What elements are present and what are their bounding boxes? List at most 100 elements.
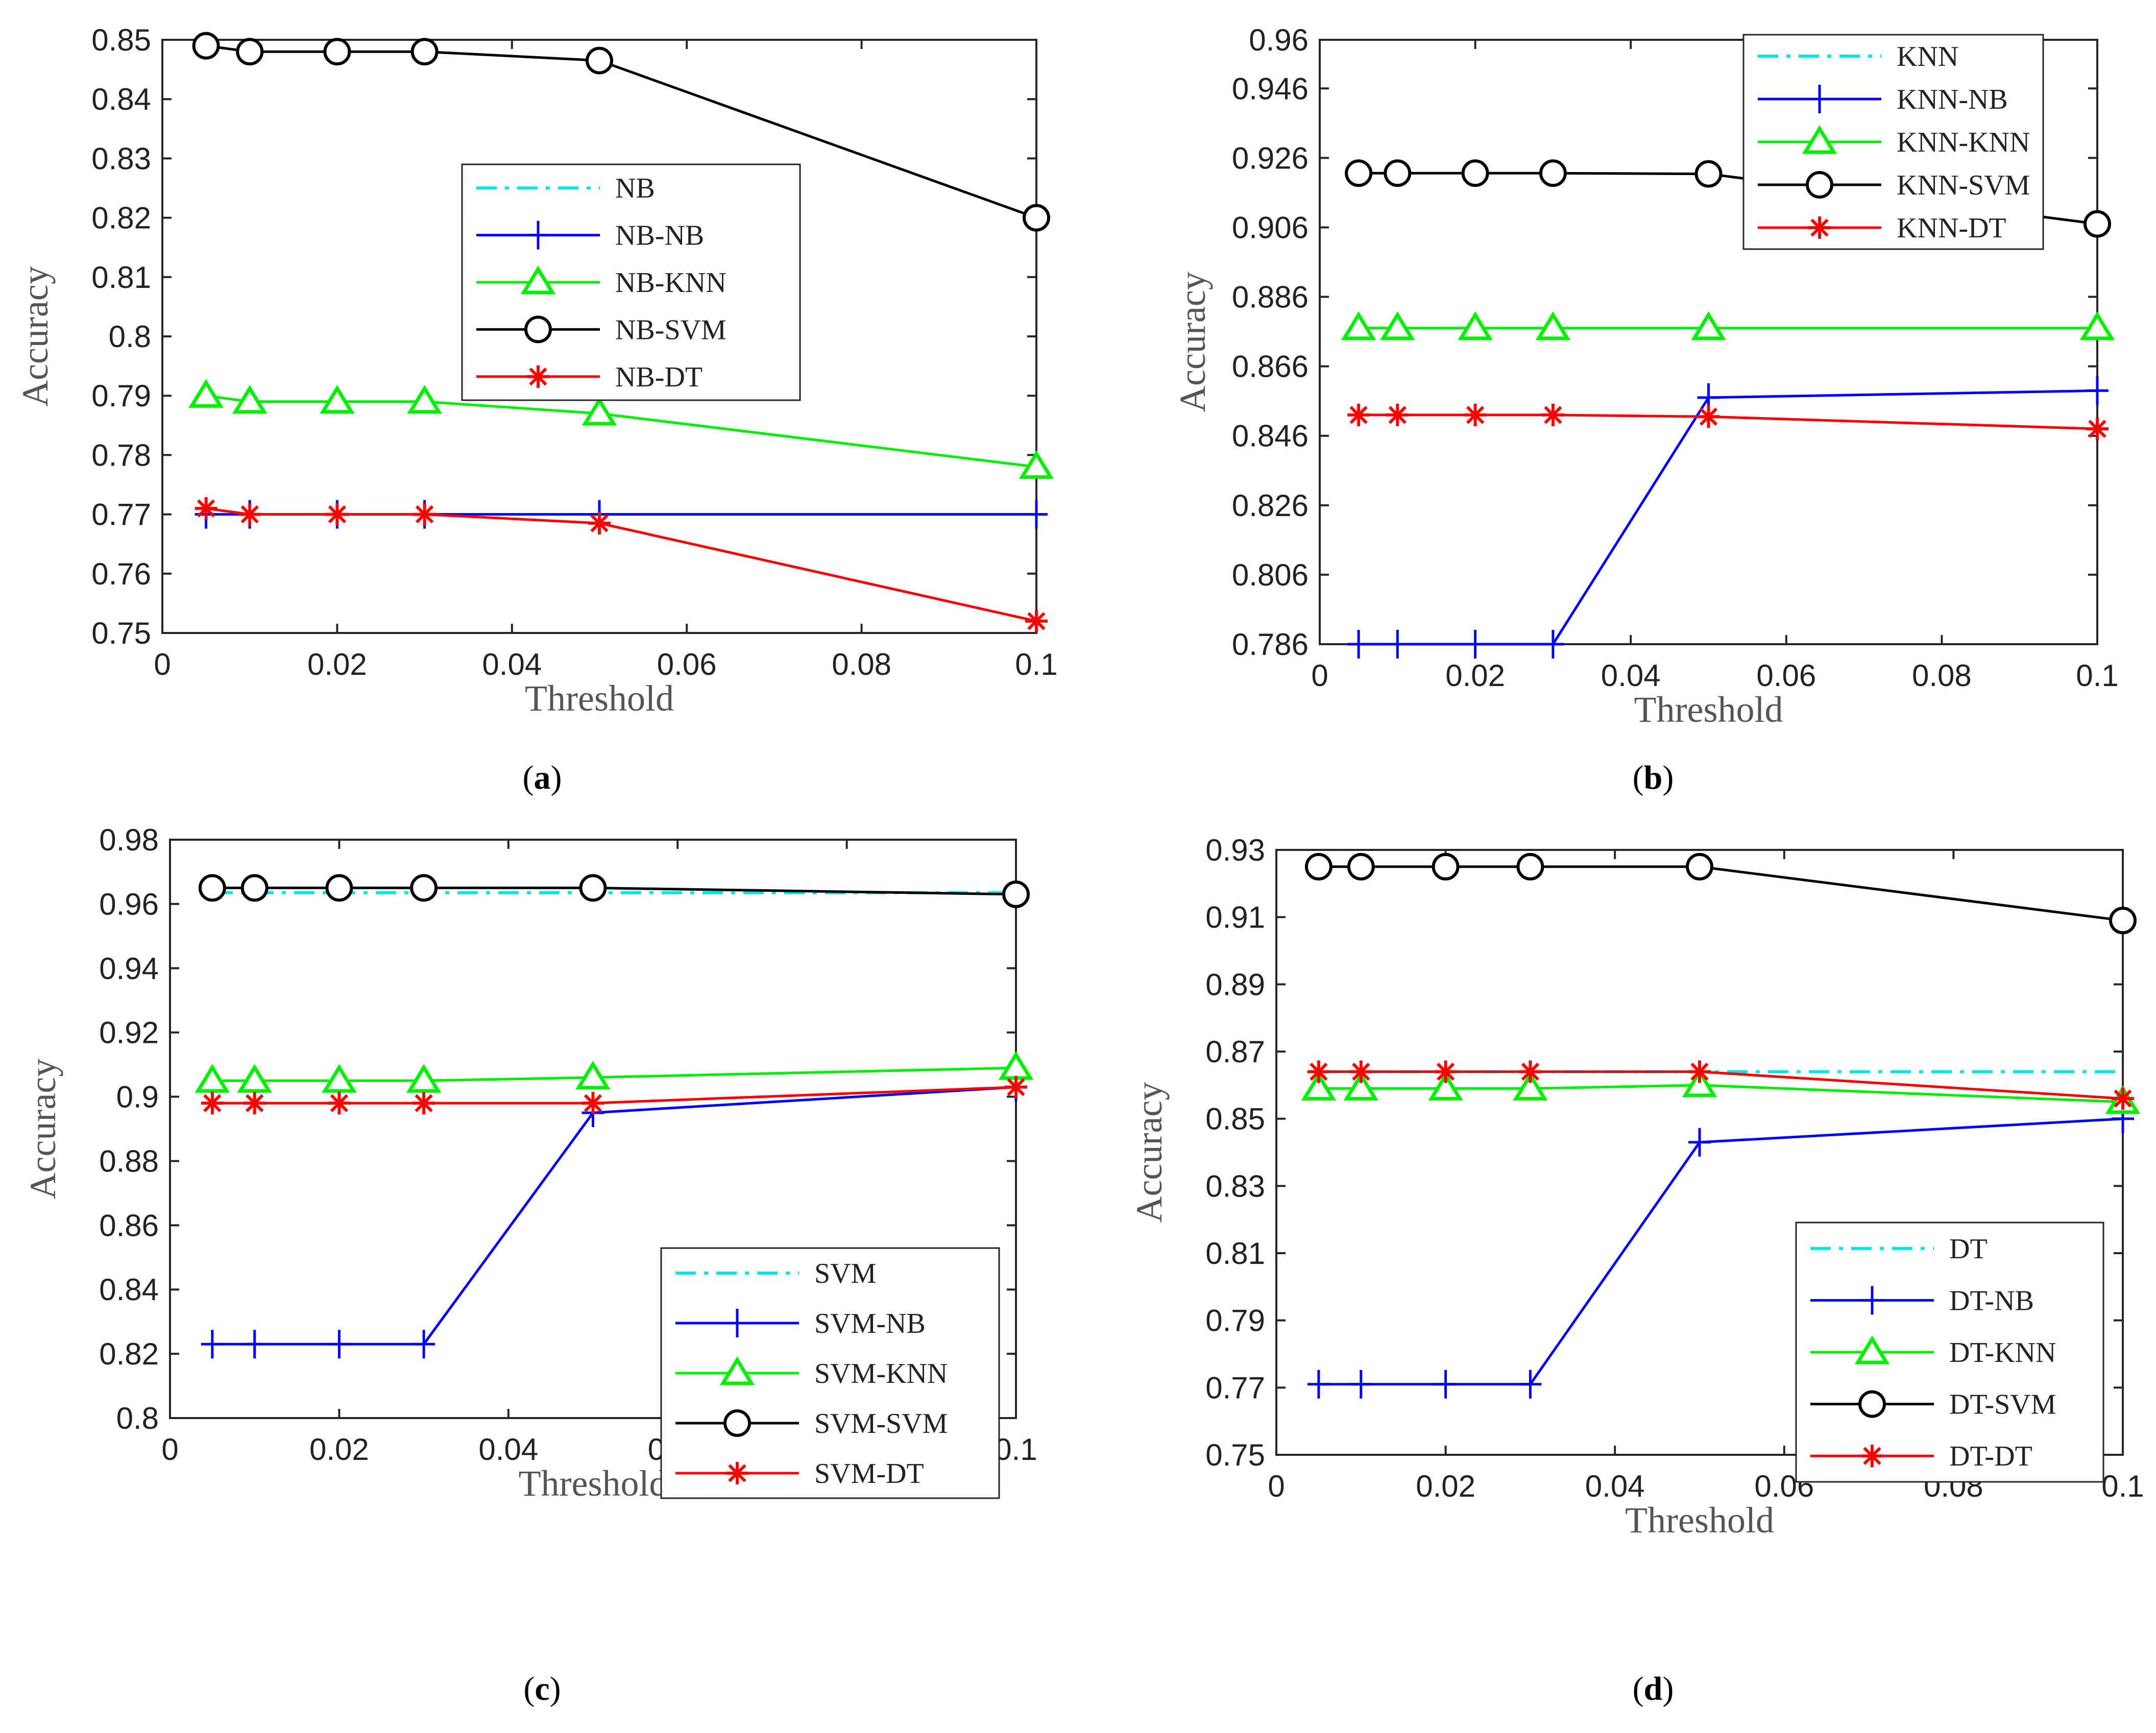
series-NB-DT: [195, 497, 1048, 632]
caption-paren: ): [1662, 1670, 1674, 1707]
y-tick-label: 0.98: [99, 823, 159, 857]
legend-marker-KNN-NB: [1808, 85, 1831, 113]
y-axis-label: Accuracy: [15, 266, 56, 407]
point-DT-SVM: [1432, 852, 1460, 881]
point-DT-SVM: [1516, 852, 1544, 881]
caption-paren: (: [523, 759, 534, 796]
point-SVM-SVM: [198, 874, 226, 902]
series-NB-KNN: [188, 379, 1054, 479]
y-tick-label: 0.866: [1232, 350, 1309, 384]
legend-label-DT-SVM: DT-SVM: [1949, 1389, 2056, 1421]
caption-letter: a: [534, 759, 551, 796]
axes-box: [1319, 39, 2098, 645]
y-tick-label: 0.85: [1205, 1102, 1265, 1136]
y-tick-label: 0.786: [1232, 627, 1309, 662]
legend-marker-KNN-DT: [1808, 216, 1831, 239]
caption-paren: (: [523, 1670, 535, 1707]
point-KNN-DT: [1386, 403, 1409, 426]
point-DT-KNN: [1428, 1071, 1463, 1101]
point-KNN-DT: [1541, 403, 1564, 426]
legend: SVM SVM-NB SVM-KNN SVM-SVM SVM-DT: [660, 1247, 1000, 1499]
y-tick-label: 0.806: [1232, 558, 1309, 592]
y-tick-label: 0.77: [1205, 1371, 1265, 1405]
point-DT-DT: [1519, 1060, 1542, 1083]
point-NB-KNN: [320, 385, 355, 414]
legend-marker-SVM-DT: [726, 1462, 748, 1484]
y-tick-label: 0.79: [91, 379, 151, 413]
point-DT-NB: [1519, 1370, 1542, 1399]
y-axis-label: Accuracy: [22, 1059, 63, 1200]
point-SVM-KNN: [406, 1064, 442, 1093]
series-SVM-NB: [201, 1072, 1027, 1359]
chart-panel-b: 0.786 0.806 0.826 0.846 0.866 0.886 0.906 0.926…: [1172, 23, 2119, 796]
caption-letter: d: [1644, 1670, 1663, 1707]
point-DT-KNN: [1301, 1071, 1337, 1101]
series-SVM-DT: [201, 1076, 1027, 1115]
legend-label-NB-KNN: NB-KNN: [615, 267, 726, 299]
panel-caption: (d): [1633, 1670, 1674, 1707]
point-SVM-KNN: [322, 1064, 357, 1093]
chart-panel-c: 0.8 0.82 0.84 0.86 0.88 0.9 0.92 0.94 0.96 0.98 0 0…: [22, 823, 1037, 1707]
series-KNN-KNN: [1341, 311, 2115, 340]
point-SVM-DT: [1005, 1076, 1027, 1099]
legend-label-KNN-NB: KNN-NB: [1897, 84, 2008, 115]
x-tick-label: 0.02: [307, 647, 367, 681]
legend-label-NB-DT: NB-DT: [615, 361, 702, 393]
legend-marker-NB-SVM: [524, 315, 552, 344]
series-SVM-KNN: [195, 1051, 1034, 1093]
series-KNN-SVM: [1345, 159, 2111, 238]
legend-marker-DT-SVM: [1858, 1390, 1886, 1418]
legend-label-SVM-DT: SVM-DT: [814, 1458, 924, 1490]
point-DT-NB: [1349, 1370, 1372, 1399]
y-tick-label: 0.82: [91, 201, 151, 235]
series-NB-SVM: [192, 32, 1050, 232]
x-tick-label: 0: [1268, 1469, 1285, 1503]
x-tick-label: 0.08: [1912, 658, 1972, 693]
point-NB-KNN: [232, 385, 268, 414]
legend-marker-DT-NB: [1861, 1286, 1883, 1315]
point-KNN-NB: [1541, 630, 1564, 658]
legend-label-SVM-KNN: SVM-KNN: [814, 1358, 948, 1389]
y-tick-label: 0.78: [91, 438, 151, 472]
point-NB-DT: [238, 503, 261, 526]
x-axis-label: Threshold: [1625, 1500, 1774, 1541]
point-NB-DT: [1025, 609, 1048, 632]
legend: KNN KNN-NB KNN-KNN KNN-SVM KNN-DT: [1742, 34, 2044, 250]
point-KNN-SVM: [1461, 159, 1489, 187]
point-DT-KNN: [1513, 1071, 1548, 1101]
point-DT-SVM: [2109, 907, 2137, 935]
y-tick-label: 0.84: [99, 1273, 159, 1307]
x-tick-label: 0: [154, 647, 171, 681]
legend-marker-DT-DT: [1861, 1445, 1883, 1468]
point-KNN-KNN: [2079, 311, 2115, 340]
legend-marker-NB-KNN: [520, 265, 556, 295]
series-SVM-SVM: [198, 874, 1030, 909]
legend-label-DT-DT: DT-DT: [1949, 1441, 2032, 1472]
point-KNN-KNN: [1535, 311, 1571, 340]
legend-marker-KNN-KNN: [1802, 125, 1837, 154]
y-tick-label: 0.75: [91, 616, 151, 650]
x-tick-label: 0.02: [309, 1432, 369, 1467]
legend: DT DT-NB DT-KNN DT-SVM DT-DT: [1795, 1222, 2104, 1483]
point-SVM-SVM: [410, 874, 438, 902]
point-NB-DT: [413, 503, 436, 526]
point-KNN-KNN: [1380, 311, 1415, 340]
point-SVM-DT: [328, 1092, 351, 1115]
point-DT-DT: [1349, 1060, 1372, 1083]
legend-label-SVM-SVM: SVM-SVM: [814, 1408, 948, 1439]
point-KNN-NB: [1347, 630, 1370, 658]
legend-marker-SVM-NB: [726, 1309, 748, 1337]
panel-caption: (b): [1633, 759, 1674, 796]
point-DT-SVM: [1304, 852, 1333, 881]
point-KNN-DT: [1347, 403, 1370, 426]
y-tick-label: 0.81: [91, 260, 151, 295]
point-SVM-NB: [243, 1330, 266, 1359]
x-tick-label: 0.1: [995, 1432, 1037, 1467]
x-tick-label: 0.02: [1445, 658, 1505, 693]
y-tick-label: 0.81: [1205, 1236, 1265, 1271]
y-tick-label: 0.79: [1205, 1304, 1265, 1338]
legend-marker-NB-NB: [527, 221, 549, 250]
x-tick-label: 0: [161, 1432, 178, 1467]
series-DT-DT: [1307, 1060, 2134, 1110]
